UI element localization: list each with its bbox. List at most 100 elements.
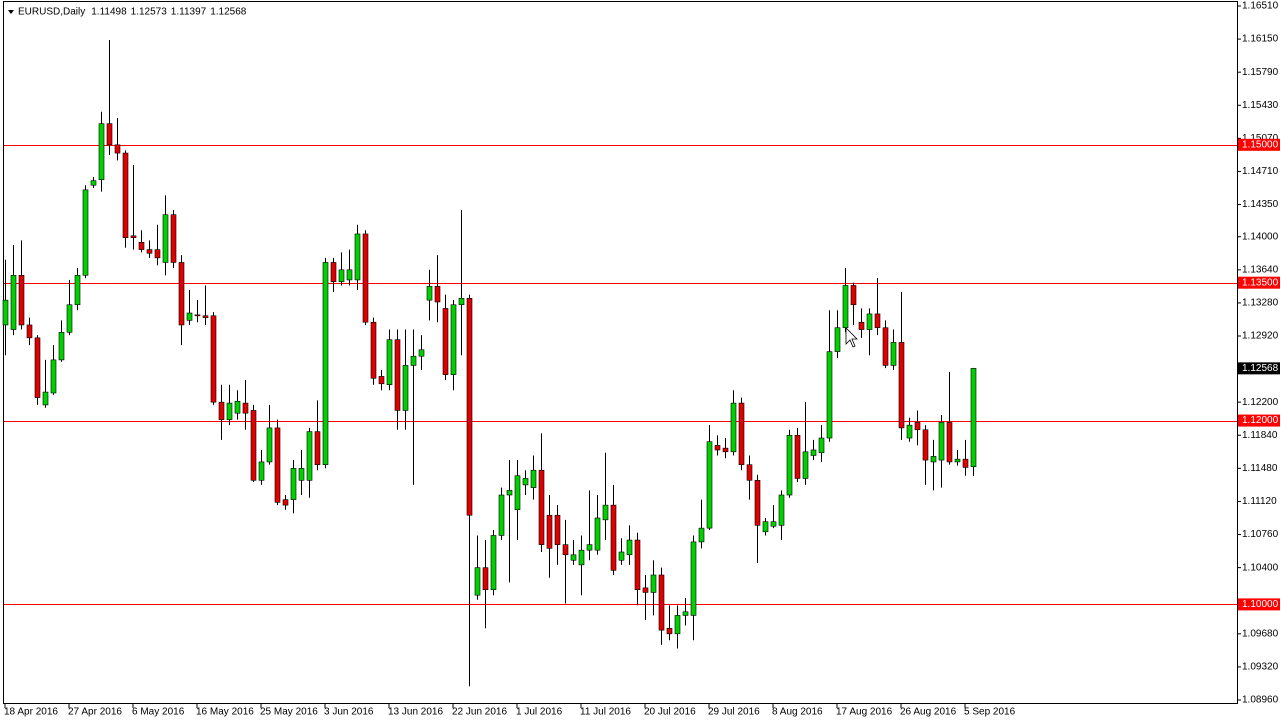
level-price-label: 1.15000 <box>1242 139 1279 150</box>
candle-body <box>178 262 185 326</box>
candle-body <box>242 402 249 414</box>
candle-body <box>970 368 977 468</box>
candle-body <box>298 468 305 481</box>
chart-title: EURUSD,Daily <box>18 7 85 18</box>
y-tick-label: 1.12920 <box>1242 331 1279 342</box>
candle-body <box>82 189 89 276</box>
y-tick-label: 1.14350 <box>1242 199 1279 210</box>
candle-body <box>378 376 385 385</box>
candle-body <box>370 321 377 379</box>
y-tick-label: 1.14000 <box>1242 231 1279 242</box>
candle-body <box>930 456 937 463</box>
x-tick-label: 29 Jul 2016 <box>708 707 760 718</box>
y-tick-label: 1.09320 <box>1242 662 1279 673</box>
candle-body <box>946 422 953 463</box>
candle-body <box>490 535 497 590</box>
candle-body <box>50 359 57 394</box>
candle-body <box>162 214 169 263</box>
y-tick-label: 1.09680 <box>1242 628 1279 639</box>
candle-body <box>538 469 545 545</box>
y-tick-label: 1.12200 <box>1242 397 1279 408</box>
candle-body <box>770 521 777 527</box>
candle-body <box>610 504 617 571</box>
candle-body <box>42 391 49 406</box>
header-value: 1.11498 <box>91 7 127 18</box>
candle-body <box>362 233 369 323</box>
candle-body <box>922 429 929 461</box>
candle-body <box>898 342 905 429</box>
candle-body <box>18 275 25 326</box>
candle-body <box>26 324 33 339</box>
current-price-box <box>1238 362 1280 375</box>
candle-body <box>754 480 761 526</box>
candle-body <box>530 469 537 488</box>
candle-body <box>786 434 793 496</box>
plot-frame <box>3 1 1238 704</box>
y-tick-label: 1.11840 <box>1242 430 1278 441</box>
y-tick-label: 1.14710 <box>1242 166 1279 177</box>
candle-body <box>58 332 65 361</box>
candle-body <box>682 611 689 616</box>
candle-body <box>90 180 97 186</box>
candle-body <box>498 494 505 536</box>
candle-body <box>586 544 593 551</box>
candle-body <box>938 422 945 461</box>
y-tick-label: 1.13280 <box>1242 298 1279 309</box>
x-tick-label: 16 May 2016 <box>196 707 254 718</box>
candle-body <box>914 422 921 431</box>
candle-body <box>842 285 849 329</box>
candle-body <box>562 544 569 556</box>
x-tick-label: 6 May 2016 <box>132 707 185 718</box>
candle-body <box>266 427 273 463</box>
x-tick-label: 13 Jun 2016 <box>388 707 443 718</box>
x-tick-label: 26 Aug 2016 <box>900 707 957 718</box>
candle-body <box>258 461 265 481</box>
level-price-label: 1.13500 <box>1242 277 1279 288</box>
candle-body <box>482 567 489 590</box>
header-value: 1.11397 <box>171 7 207 18</box>
candle-body <box>330 262 337 283</box>
level-price-label: 1.10000 <box>1242 599 1279 610</box>
candle-body <box>210 315 217 403</box>
candle-body <box>570 554 577 561</box>
candle-body <box>154 249 161 259</box>
x-tick-label: 3 Jun 2016 <box>324 707 374 718</box>
candle-body <box>34 337 41 398</box>
candle-body <box>722 447 729 453</box>
level-price-box <box>1238 138 1280 151</box>
candle-body <box>666 628 673 635</box>
level-price-box <box>1238 598 1280 611</box>
candle-body <box>146 249 153 254</box>
candle-body <box>906 424 913 439</box>
y-tick-label: 1.11480 <box>1242 463 1278 474</box>
candle-body <box>890 342 897 366</box>
candle-body <box>274 427 281 503</box>
candle-body <box>170 214 177 263</box>
candle-body <box>186 312 193 321</box>
candle-body <box>882 327 889 366</box>
candle-body <box>818 437 825 454</box>
candle-body <box>738 402 745 465</box>
level-price-box <box>1238 276 1280 289</box>
candle-body <box>122 152 129 238</box>
y-tick-label: 1.11120 <box>1242 496 1277 507</box>
candle-body <box>690 541 697 616</box>
candle-body <box>642 587 649 593</box>
candle-body <box>594 517 601 551</box>
level-price-label: 1.12000 <box>1242 415 1279 426</box>
candle-body <box>834 327 841 352</box>
candle-body <box>2 299 9 326</box>
candle-body <box>674 615 681 635</box>
candle-body <box>746 464 753 481</box>
candle-body <box>74 275 81 306</box>
candle-body <box>418 349 425 357</box>
candle-body <box>650 574 657 593</box>
menu-arrow[interactable] <box>8 10 14 14</box>
candle-body <box>346 269 353 281</box>
candle-body <box>514 475 521 511</box>
candle-body <box>954 458 961 463</box>
candle-body <box>226 402 233 420</box>
candle-body <box>402 365 409 411</box>
candle-body <box>634 539 641 590</box>
